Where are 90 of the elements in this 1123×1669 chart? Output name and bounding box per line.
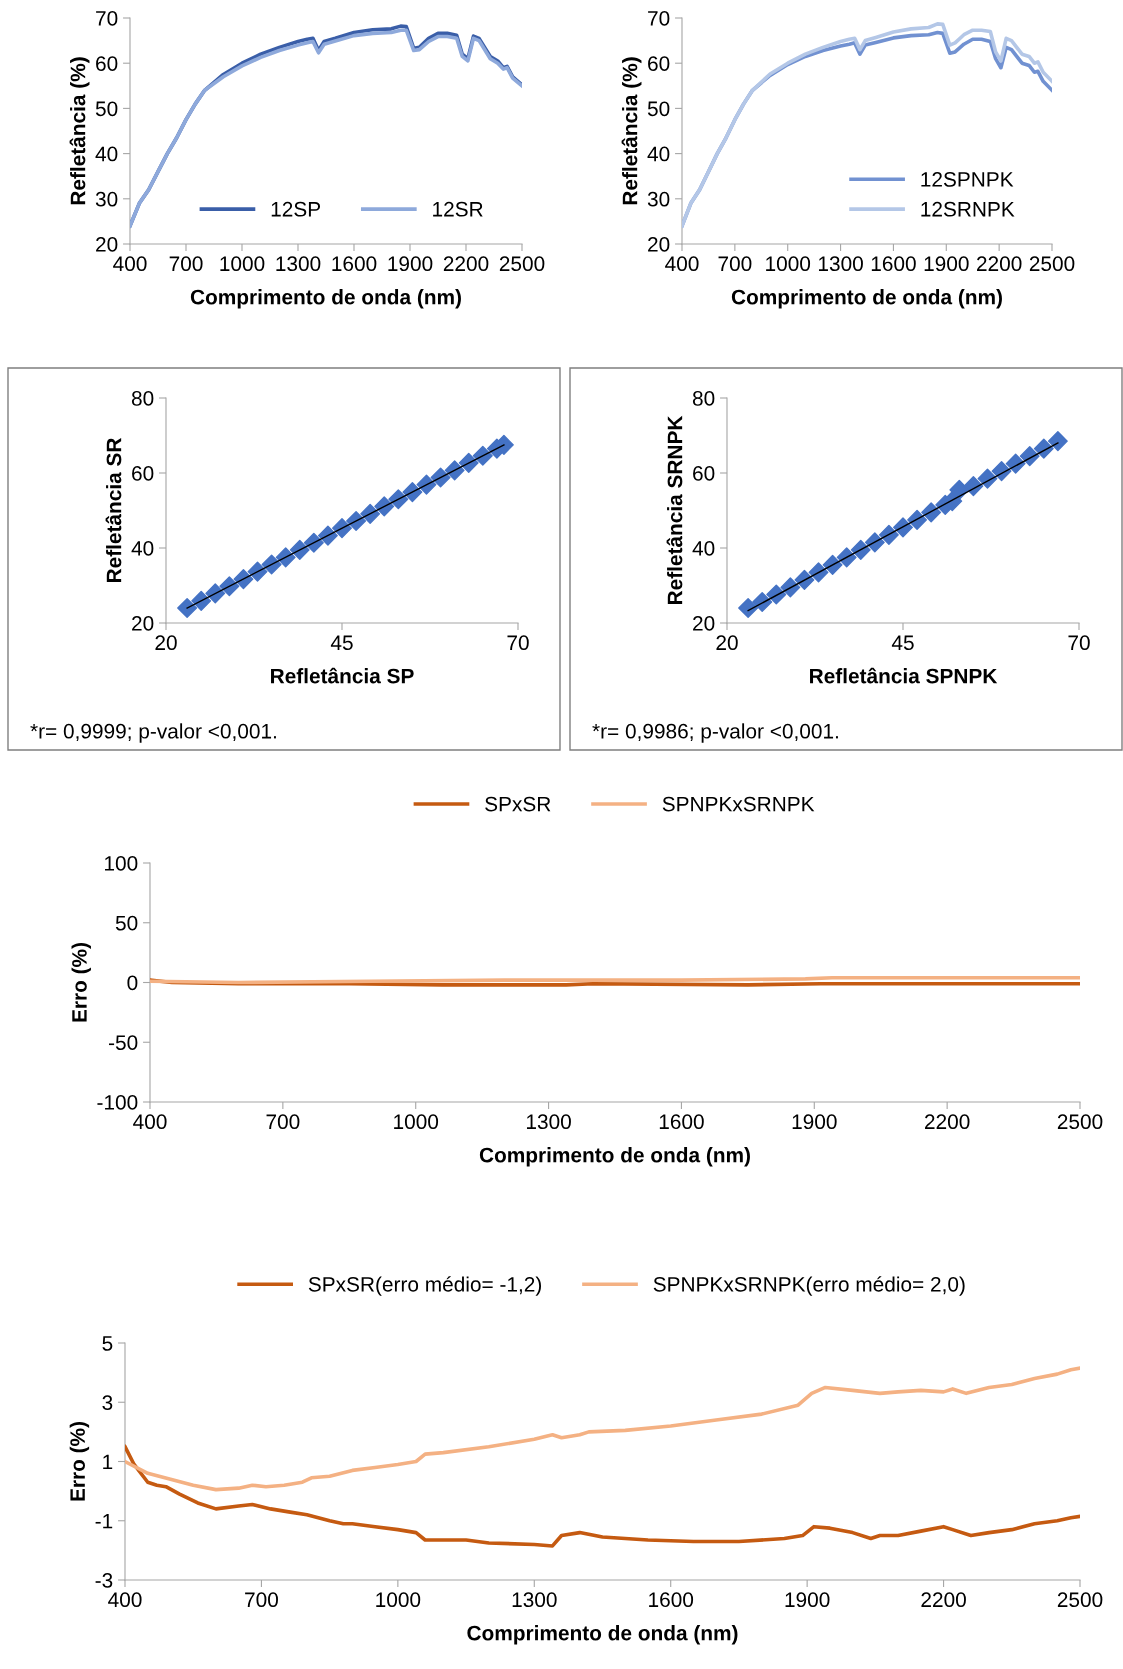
x-tick-label: 1600	[332, 256, 377, 272]
y-tick-label: 5	[102, 1336, 113, 1351]
x-tick-label: 700	[266, 1114, 300, 1130]
x-tick-label: 1900	[792, 1114, 837, 1130]
y-tick-label: -50	[109, 1035, 138, 1050]
x-tick-label: 700	[245, 1592, 278, 1608]
y-tick-label: 40	[692, 541, 715, 556]
text: *r= 0,9986; p-valor <0,001.	[592, 723, 838, 743]
x-tick-label: 2200	[921, 1592, 966, 1608]
x-tick-label: 400	[113, 256, 147, 272]
y-tick-label: 100	[105, 856, 138, 871]
y-tick-label: 0	[127, 975, 138, 991]
x-tick-label: 1600	[659, 1114, 704, 1130]
x-tick-label: 1900	[924, 256, 969, 272]
x-tick-label: 1900	[785, 1592, 830, 1608]
legend-label: 12SRNPK	[921, 201, 1015, 217]
x-tick-label: 20	[155, 635, 177, 651]
y-tick-label: 20	[132, 616, 154, 631]
y-tick-label: -3	[95, 1573, 113, 1588]
x-tick-label: 20	[716, 635, 738, 651]
x-tick-label: 2200	[977, 256, 1022, 272]
legend-label: 12SPNPK	[921, 172, 1014, 187]
x-tick-label: 1000	[376, 1592, 421, 1608]
y-tick-label: 20	[693, 616, 715, 631]
legend-label: SPNPKxSRNPK(erro médio= 2,0)	[653, 1276, 965, 1296]
y-tick-label: 3	[102, 1395, 113, 1410]
x-tick-label: 70	[1068, 635, 1090, 651]
y-axis-title: Refletância (%)	[69, 57, 90, 205]
y-tick-label: 30	[95, 191, 118, 207]
x-tick-label: 2500	[499, 256, 545, 272]
x-tick-label: 1000	[394, 1114, 439, 1130]
x-tick-label: 1300	[818, 256, 863, 272]
x-tick-label: 45	[330, 635, 353, 651]
x-axis-title: Refletância SPNPK	[810, 667, 998, 684]
y-tick-label: 1	[103, 1454, 113, 1470]
x-tick-label: 1300	[512, 1592, 557, 1608]
y-tick-label: -1	[95, 1513, 113, 1529]
x-tick-label: 2200	[443, 256, 489, 272]
x-axis-title: Comprimento de onda (nm)	[479, 1147, 750, 1167]
y-axis-title: Refletância SRNPK	[666, 415, 683, 605]
x-tick-label: 2500	[1029, 256, 1075, 272]
x-tick-label: 2200	[925, 1114, 970, 1130]
x-tick-label: 400	[133, 1114, 167, 1130]
y-tick-label: 40	[95, 146, 118, 162]
y-axis-title: Erro (%)	[71, 943, 91, 1022]
x-tick-label: 400	[108, 1592, 142, 1608]
legend-label: 12SP	[271, 201, 321, 217]
y-axis-title: Erro (%)	[69, 1422, 90, 1501]
legend-label: SPxSR	[485, 796, 551, 812]
x-tick-label: 1000	[766, 256, 811, 272]
y-tick-label: 70	[96, 11, 118, 26]
x-tick-label: 700	[169, 256, 203, 272]
y-tick-label: 40	[131, 541, 154, 556]
y-tick-label: 60	[132, 466, 154, 481]
y-tick-label: 80	[692, 391, 715, 406]
x-axis-title: Comprimento de onda (nm)	[467, 1625, 738, 1645]
x-tick-label: 1900	[388, 256, 433, 272]
y-axis-title: Refletância (%)	[621, 57, 642, 205]
x-tick-label: 400	[665, 256, 699, 272]
y-tick-label: 60	[96, 56, 118, 71]
y-tick-label: 30	[647, 191, 670, 207]
y-tick-label: 70	[648, 11, 670, 26]
x-tick-label: 1600	[871, 256, 916, 272]
x-tick-label: 1300	[276, 256, 321, 272]
y-tick-label: 20	[96, 237, 118, 252]
y-tick-label: 50	[115, 915, 138, 931]
x-axis-title: Comprimento de onda (nm)	[731, 289, 1002, 309]
y-tick-label: -100	[97, 1095, 138, 1110]
legend-label: 12SR	[433, 201, 483, 217]
y-tick-label: 60	[693, 466, 715, 481]
x-tick-label: 700	[718, 256, 752, 272]
y-tick-label: 40	[647, 146, 670, 162]
text: *r= 0,9999; p-valor <0,001.	[30, 723, 276, 743]
y-tick-label: 20	[648, 237, 670, 252]
x-tick-label: 2500	[1057, 1592, 1103, 1608]
x-tick-label: 70	[507, 635, 529, 651]
y-tick-label: 50	[647, 101, 670, 117]
x-axis-title: Refletância SP	[271, 667, 414, 684]
x-tick-label: 1600	[649, 1592, 694, 1608]
y-tick-label: 60	[648, 56, 670, 71]
x-tick-label: 45	[891, 635, 914, 651]
y-tick-label: 80	[131, 391, 154, 406]
x-axis-title: Comprimento de onda (nm)	[190, 289, 461, 309]
x-tick-label: 2500	[1057, 1114, 1103, 1130]
x-tick-label: 1300	[526, 1114, 571, 1130]
legend-label: SPxSR(erro médio= -1,2)	[308, 1276, 542, 1296]
y-axis-title: Refletância SR	[105, 437, 122, 583]
x-tick-label: 1000	[220, 256, 265, 272]
y-tick-label: 50	[95, 101, 118, 117]
legend-label: SPNPKxSRNPK	[662, 796, 815, 812]
